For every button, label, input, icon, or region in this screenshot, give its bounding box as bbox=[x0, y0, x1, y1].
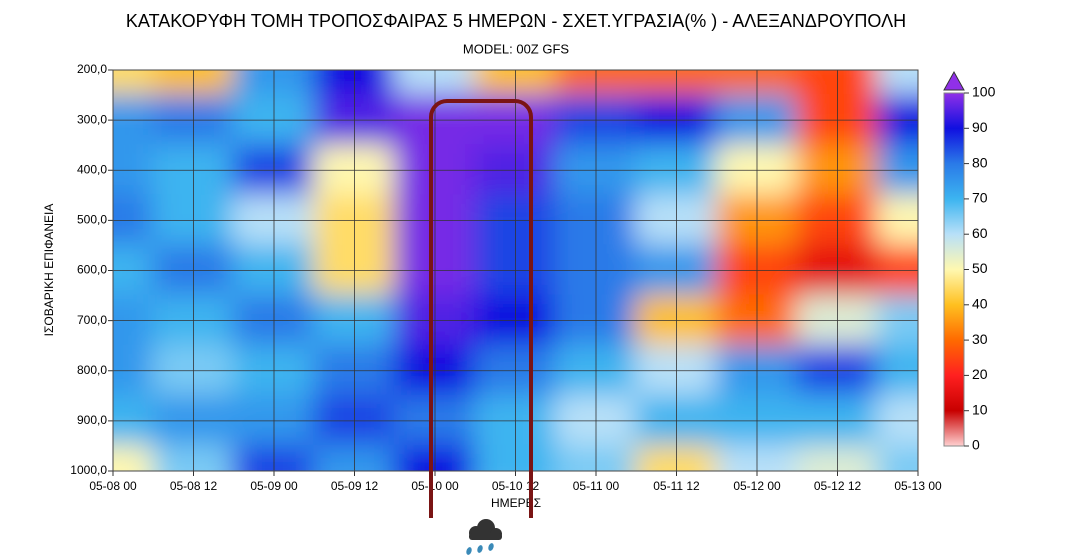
y-tick-label: 800,0 bbox=[77, 363, 107, 377]
x-tick-label: 05-10 12 bbox=[492, 479, 540, 493]
colorbar-tick-label: 40 bbox=[972, 296, 988, 312]
x-tick-label: 05-12 12 bbox=[814, 479, 862, 493]
heat-cell bbox=[876, 444, 918, 471]
x-tick-label: 05-11 12 bbox=[653, 479, 700, 493]
y-tick-label: 1000,0 bbox=[70, 463, 107, 477]
colorbar-extend bbox=[943, 70, 965, 91]
colorbar-tick-label: 50 bbox=[972, 260, 988, 276]
x-tick-label: 05-08 12 bbox=[170, 479, 218, 493]
heat-cell bbox=[113, 70, 155, 97]
x-tick-label: 05-12 00 bbox=[733, 479, 781, 493]
colorbar-tick-label: 20 bbox=[972, 366, 988, 382]
colorbar bbox=[943, 92, 965, 447]
chart-title: ΚΑΤΑΚΟΡΥΦΗ ΤΟΜΗ ΤΡΟΠΟΣΦΑΙΡΑΣ 5 ΗΜΕΡΩΝ - … bbox=[126, 11, 906, 31]
heat-cell bbox=[113, 444, 155, 471]
y-tick-label: 700,0 bbox=[77, 313, 107, 327]
colorbar-tick-label: 90 bbox=[972, 119, 988, 135]
colorbar-tick-label: 70 bbox=[972, 190, 988, 206]
x-tick-label: 05-08 00 bbox=[89, 479, 137, 493]
colorbar-tick-label: 100 bbox=[972, 84, 996, 100]
y-tick-label: 400,0 bbox=[77, 162, 107, 176]
x-tick-label: 05-10 00 bbox=[411, 479, 459, 493]
colorbar-tick-label: 30 bbox=[972, 331, 988, 347]
x-tick-label: 05-09 12 bbox=[331, 479, 379, 493]
x-tick-label: 05-09 00 bbox=[250, 479, 298, 493]
chart-subtitle: MODEL: 00Z GFS bbox=[463, 41, 570, 56]
colorbar-tick-label: 0 bbox=[972, 437, 980, 453]
colorbar-axis: 0 10 20 30 40 50 60 70 80 90 100 bbox=[964, 84, 996, 453]
y-tick-label: 600,0 bbox=[77, 263, 107, 277]
y-tick-label: 500,0 bbox=[77, 213, 107, 227]
y-tick-label: 300,0 bbox=[77, 112, 107, 126]
x-tick-label: 05-11 00 bbox=[573, 479, 620, 493]
colorbar-tick-label: 60 bbox=[972, 225, 988, 241]
y-axis-label: ΙΣΟΒΑΡΙΚΗ ΕΠΙΦΑΝΕΙΑ bbox=[42, 204, 56, 337]
colorbar-tick-label: 80 bbox=[972, 154, 988, 170]
heat-cell bbox=[876, 70, 918, 97]
rain-icon bbox=[425, 518, 537, 560]
colorbar-tick-label: 10 bbox=[972, 401, 988, 417]
plot-frame bbox=[112, 69, 919, 472]
x-axis-label: ΗΜΕΡΕΣ bbox=[491, 496, 541, 510]
y-tick-label: 200,0 bbox=[77, 62, 107, 76]
y-tick-label: 900,0 bbox=[77, 413, 107, 427]
x-tick-label: 05-13 00 bbox=[894, 479, 942, 493]
